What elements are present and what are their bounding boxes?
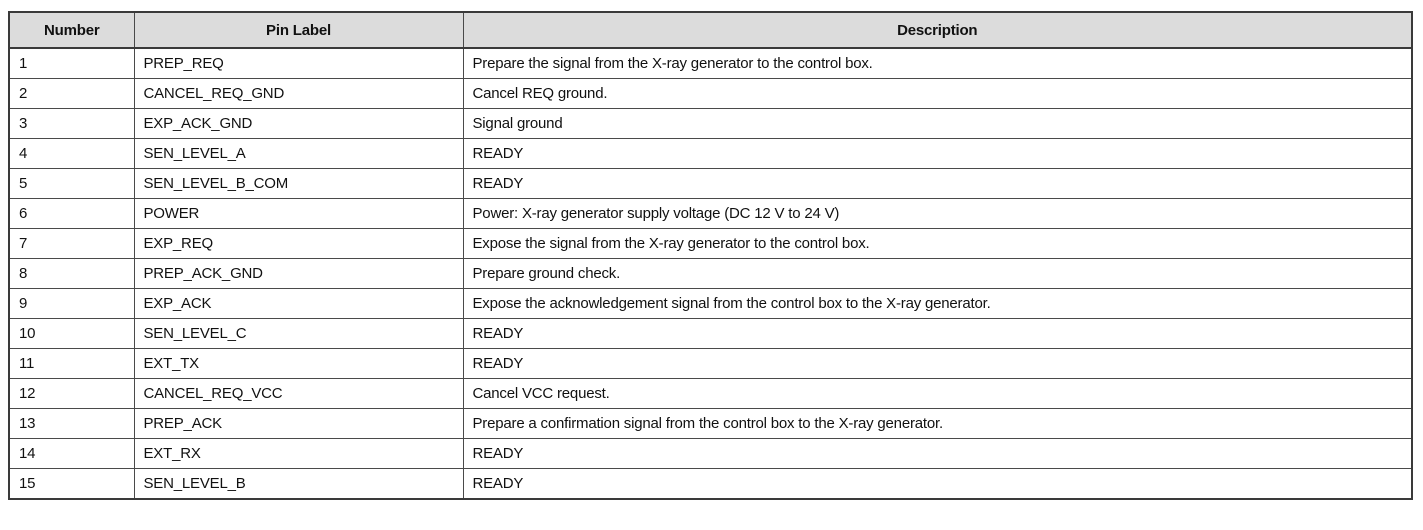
table-body: 1 PREP_REQ Prepare the signal from the X-r… [8,47,1413,500]
table-row: 5 SEN_LEVEL_B_COM READY [8,168,1413,199]
cell-pin-label: EXP_ACK [133,288,464,319]
cell-description: READY [462,438,1413,469]
cell-number: 4 [8,138,135,169]
table-row: 6 POWER Power: X-ray generator supply volt… [8,198,1413,229]
cell-description: Cancel VCC request. [462,378,1413,409]
table-row: 2 CANCEL_REQ_GND Cancel REQ ground. [8,78,1413,109]
cell-description: Expose the signal from the X-ray generat… [462,228,1413,259]
table-row: 10 SEN_LEVEL_C READY [8,318,1413,349]
cell-pin-label: CANCEL_REQ_VCC [133,378,464,409]
cell-description: READY [462,138,1413,169]
cell-pin-label: POWER [133,198,464,229]
cell-description: READY [462,348,1413,379]
cell-pin-label: SEN_LEVEL_B [133,468,464,500]
cell-description: Cancel REQ ground. [462,78,1413,109]
cell-number: 15 [8,468,135,500]
cell-number: 1 [8,47,135,79]
cell-description: Expose the acknowledgement signal from t… [462,288,1413,319]
column-header-description: Description [462,11,1413,49]
cell-number: 9 [8,288,135,319]
table-row: 12 CANCEL_REQ_VCC Cancel VCC request. [8,378,1413,409]
cell-description: Prepare the signal from the X-ray genera… [462,47,1413,79]
table-row: 7 EXP_REQ Expose the signal from the X-ray… [8,228,1413,259]
cell-pin-label: SEN_LEVEL_B_COM [133,168,464,199]
cell-pin-label: SEN_LEVEL_C [133,318,464,349]
table-row: 14 EXT_RX READY [8,438,1413,469]
cell-description: Prepare a confirmation signal from the c… [462,408,1413,439]
cell-number: 3 [8,108,135,139]
table-header-row: Number Pin Label Description [8,11,1413,49]
cell-number: 11 [8,348,135,379]
table-row: 3 EXP_ACK_GND Signal ground [8,108,1413,139]
cell-number: 10 [8,318,135,349]
table-row: 9 EXP_ACK Expose the acknowledgement signa… [8,288,1413,319]
cell-pin-label: PREP_ACK_GND [133,258,464,289]
cell-pin-label: EXP_ACK_GND [133,108,464,139]
cell-description: READY [462,468,1413,500]
cell-number: 7 [8,228,135,259]
column-header-pin-label: Pin Label [133,11,464,49]
cell-pin-label: PREP_REQ [133,47,464,79]
cell-pin-label: EXP_REQ [133,228,464,259]
cell-description: READY [462,318,1413,349]
table-row: 11 EXT_TX READY [8,348,1413,379]
cell-number: 12 [8,378,135,409]
cell-pin-label: SEN_LEVEL_A [133,138,464,169]
cell-description: Signal ground [462,108,1413,139]
table-row: 15 SEN_LEVEL_B READY [8,468,1413,500]
cell-description: Power: X-ray generator supply voltage (D… [462,198,1413,229]
cell-pin-label: EXT_RX [133,438,464,469]
cell-number: 5 [8,168,135,199]
cell-number: 6 [8,198,135,229]
cell-pin-label: PREP_ACK [133,408,464,439]
cell-number: 14 [8,438,135,469]
cell-number: 8 [8,258,135,289]
cell-number: 13 [8,408,135,439]
cell-description: Prepare ground check. [462,258,1413,289]
cell-description: READY [462,168,1413,199]
cell-pin-label: CANCEL_REQ_GND [133,78,464,109]
column-header-number: Number [8,11,135,49]
table-row: 4 SEN_LEVEL_A READY [8,138,1413,169]
table-row: 8 PREP_ACK_GND Prepare ground check. [8,258,1413,289]
pin-assignment-table: Number Pin Label Description 1 PREP_REQ Pr… [8,11,1413,500]
cell-pin-label: EXT_TX [133,348,464,379]
cell-number: 2 [8,78,135,109]
table-row: 1 PREP_REQ Prepare the signal from the X-r… [8,47,1413,79]
table-row: 13 PREP_ACK Prepare a confirmation signal … [8,408,1413,439]
